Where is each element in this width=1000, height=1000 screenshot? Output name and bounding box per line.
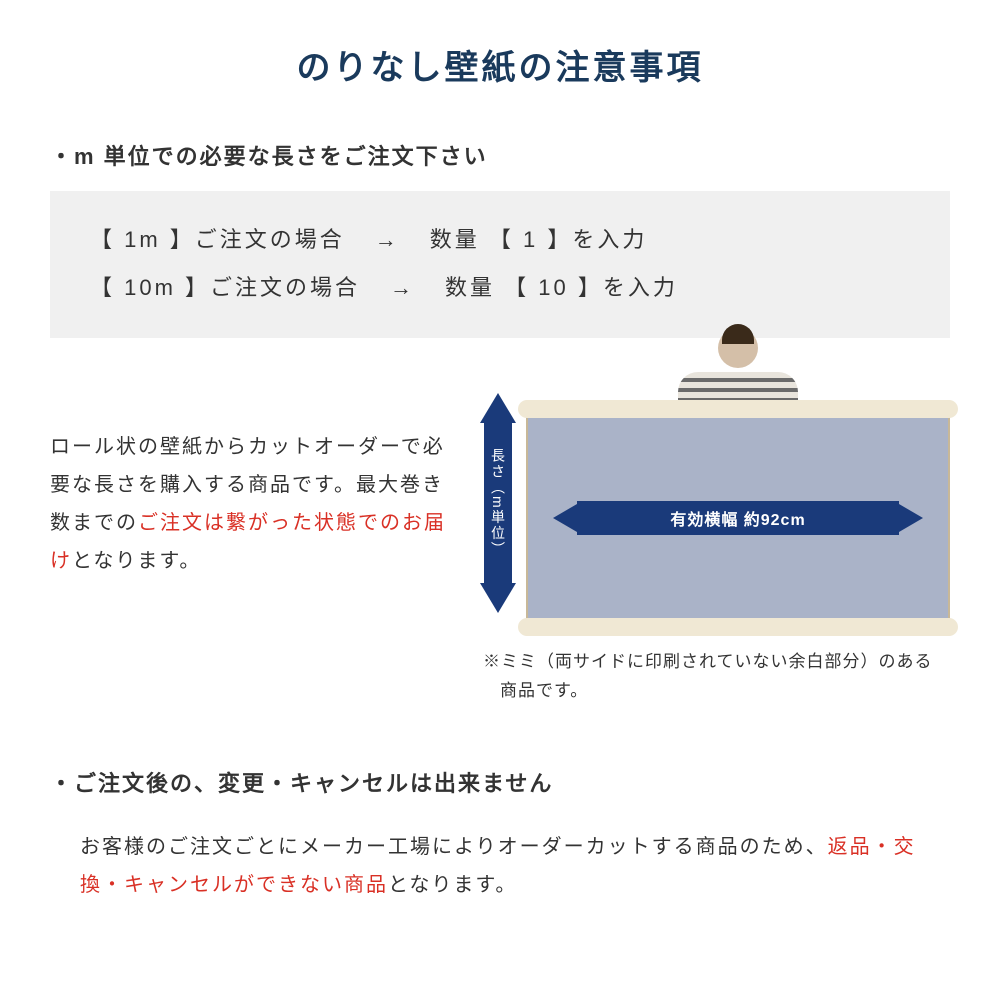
- section1-heading: ・m 単位での必要な長さをご注文下さい: [50, 139, 950, 171]
- desc-post: となります。: [72, 550, 201, 572]
- arrow-icon: →: [390, 264, 415, 312]
- order-example-row: 【 1m 】ご注文の場合 → 数量 【 1 】を入力: [90, 216, 910, 264]
- wallpaper-roll-icon: 有効横幅 約92cm: [526, 408, 950, 628]
- wallpaper-illustration: 長さ（m単位） 有効横幅 約92cm ※ミ: [480, 378, 950, 706]
- page-title: のりなし壁紙の注意事項: [50, 40, 950, 89]
- length-label: 長さ（m単位）: [484, 423, 512, 583]
- roll-description: ロール状の壁紙からカットオーダーで必要な長さを購入する商品です。最大巻き数までの…: [50, 378, 460, 580]
- example-right: 数量 【 1 】を入力: [430, 216, 648, 264]
- width-arrow-icon: 有効横幅 約92cm: [553, 501, 923, 535]
- example-left: 【 1m 】ご注文の場合: [90, 216, 345, 264]
- cancel-post: となります。: [388, 874, 517, 896]
- length-arrow-icon: 長さ（m単位）: [480, 393, 516, 613]
- middle-section: ロール状の壁紙からカットオーダーで必要な長さを購入する商品です。最大巻き数までの…: [50, 378, 950, 706]
- order-example-row: 【 10m 】ご注文の場合 → 数量 【 10 】を入力: [90, 264, 910, 312]
- arrow-icon: →: [375, 216, 400, 264]
- example-left: 【 10m 】ご注文の場合: [90, 264, 360, 312]
- cancel-pre: お客様のご注文ごとにメーカー工場によりオーダーカットする商品のため、: [80, 836, 828, 858]
- example-right: 数量 【 10 】を入力: [445, 264, 678, 312]
- mimi-note: ※ミミ（両サイドに印刷されていない余白部分）のある商品です。: [480, 648, 950, 706]
- cancel-description: お客様のご注文ごとにメーカー工場によりオーダーカットする商品のため、返品・交換・…: [50, 818, 950, 904]
- order-example-box: 【 1m 】ご注文の場合 → 数量 【 1 】を入力 【 10m 】ご注文の場合…: [50, 191, 950, 338]
- section2-heading: ・ご注文後の、変更・キャンセルは出来ません: [50, 766, 950, 798]
- width-label: 有効横幅 約92cm: [577, 501, 899, 535]
